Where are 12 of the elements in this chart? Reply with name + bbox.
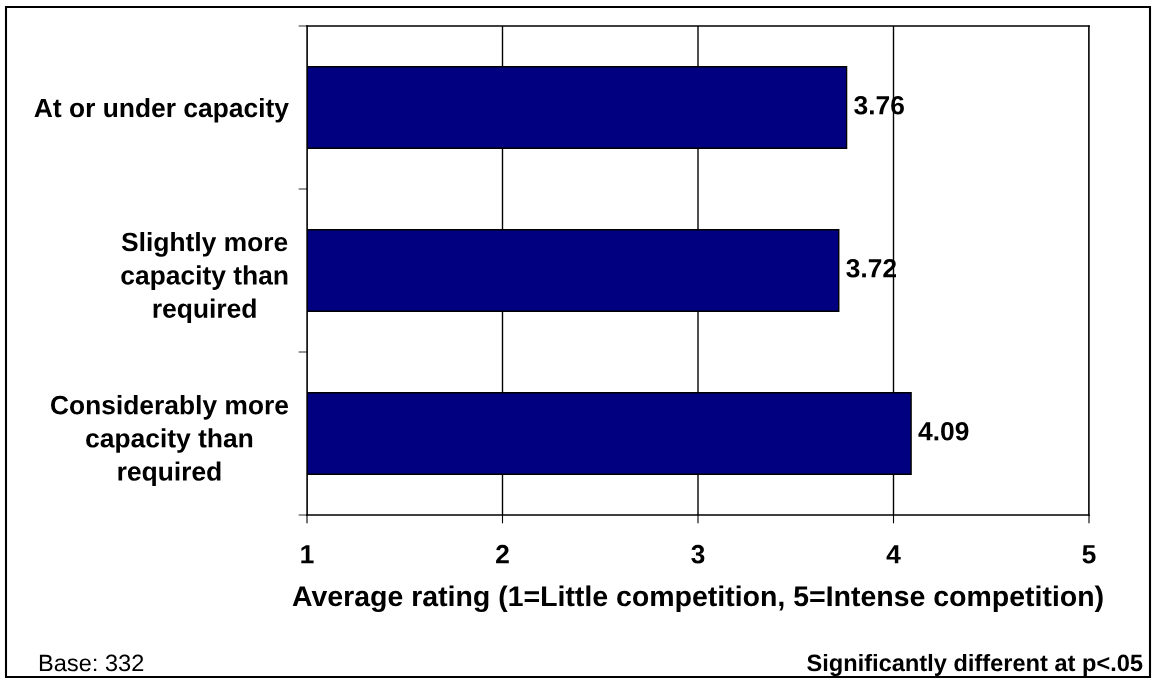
y-tick-label: Slightly more capacity than required [121, 231, 288, 324]
y-tick-label: At or under capacity [34, 97, 289, 123]
y-tick-label: Considerably more capacity than required [51, 395, 289, 487]
x-tick-label: 1 [301, 545, 314, 564]
x-tick-label: 3 [691, 544, 705, 564]
x-tick-label: 2 [496, 544, 509, 564]
x-axis-title: Average rating (1=Little competition, 5=Intense competition) [292, 585, 1103, 613]
text: Significantly different at p<.05 [807, 653, 1143, 677]
x-tick-label: 4 [886, 545, 901, 564]
text: Base: 332 [39, 654, 144, 672]
x-tick-label: 5 [1082, 545, 1096, 564]
data-label: 4.09 [918, 421, 969, 441]
